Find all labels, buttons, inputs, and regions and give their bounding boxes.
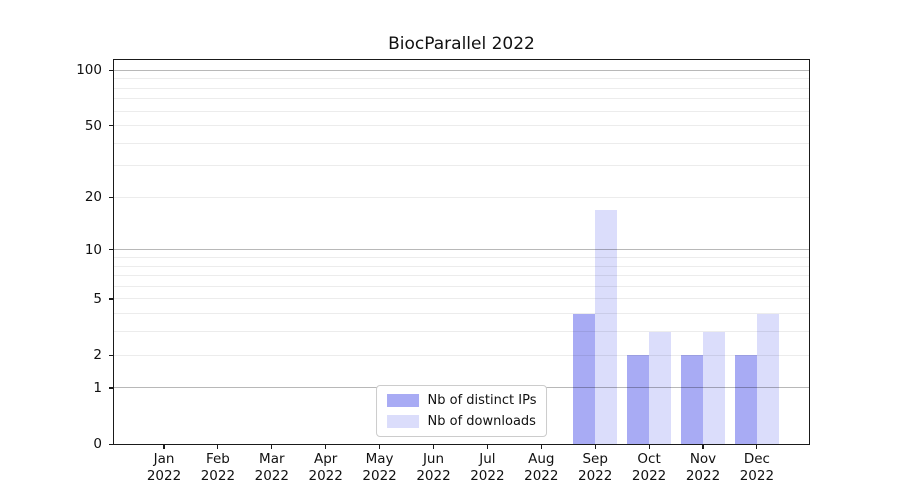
legend-item-downloads: Nb of downloads [386,414,537,429]
x-ticklabel-sep: Sep 2022 [563,451,627,484]
x-ticklabel-feb: Feb 2022 [186,451,250,484]
x-tickmark-apr [325,444,327,449]
x-ticklabel-dec: Dec 2022 [725,451,789,484]
bar-ips-oct [627,355,650,444]
x-ticklabel-month: Feb [205,451,230,467]
x-tickmark-mar [271,444,273,449]
x-ticklabel-month: Sep [582,451,608,467]
x-ticklabel-oct: Oct 2022 [617,451,681,484]
y-tickmark-10 [109,249,114,251]
x-ticklabel-month: Jan [153,451,175,467]
x-ticklabel-year: 2022 [308,467,343,484]
bar-downloads-sep [595,209,618,444]
x-ticklabel-month: Oct [637,451,661,467]
x-tickmark-jun [432,444,435,449]
bars-layer [114,60,809,444]
x-ticklabel-jul: Jul 2022 [455,451,519,484]
legend-swatch-downloads [386,415,419,428]
y-tickmark-20 [109,196,114,199]
y-ticklabel-1: 1 [93,379,102,396]
bar-ips-sep [573,313,596,444]
bar-downloads-nov [703,331,725,444]
x-tickmark-may [379,444,381,449]
y-ticklabel-5: 5 [93,290,102,307]
x-ticklabel-month: Aug [528,451,555,467]
x-tickmark-jul [486,444,488,449]
bar-ips-dec [734,355,757,444]
x-ticklabel-year: 2022 [146,467,182,484]
x-tickmark-jan [163,444,165,449]
x-tickmark-feb [217,444,219,449]
x-ticklabel-month: Jun [422,451,445,467]
x-ticklabel-year: 2022 [254,467,289,484]
x-ticklabel-mar: Mar 2022 [240,451,304,484]
y-tickmark-5 [109,298,114,300]
bar-downloads-dec [756,313,779,444]
x-ticklabel-year: 2022 [685,467,721,484]
y-ticklabel-10: 10 [84,241,102,258]
x-ticklabel-year: 2022 [362,467,397,484]
x-ticklabel-month: Apr [314,451,338,467]
x-ticklabel-aug: Aug 2022 [509,451,573,484]
legend: Nb of distinct IPs Nb of downloads [375,385,548,437]
y-tickmark-0 [109,443,114,445]
x-tickmark-nov [702,444,704,449]
y-ticklabel-50: 50 [84,117,102,134]
chart-title: BiocParallel 2022 [388,34,535,54]
x-ticklabel-may: May 2022 [348,451,412,484]
x-ticklabel-year: 2022 [416,467,451,484]
x-axis: Jan 2022 Feb 2022 Mar 2022 Apr 2022 May 2022 Jun 20… [114,444,809,494]
x-ticklabel-year: 2022 [631,467,667,484]
y-tickmark-50 [109,125,114,127]
y-tickmark-100 [109,69,114,71]
legend-swatch-distinct-ips [386,394,419,407]
x-ticklabel-year: 2022 [739,467,775,484]
y-ticklabel-2: 2 [93,347,102,363]
y-ticklabel-0: 0 [93,436,102,452]
x-ticklabel-month: Nov [689,451,717,467]
x-ticklabel-nov: Nov 2022 [671,451,735,484]
x-tickmark-oct [648,444,650,449]
legend-item-distinct-ips: Nb of distinct IPs [386,393,537,408]
x-ticklabel-year: 2022 [470,467,505,484]
x-ticklabel-month: Mar [259,451,285,467]
y-tickmark-1 [109,387,114,389]
y-ticklabel-20: 20 [84,189,102,206]
legend-label-distinct-ips: Nb of distinct IPs [427,393,537,408]
x-ticklabel-jan: Jan 2022 [132,451,196,484]
y-axis: 0 1 2 5 10 20 50 100 [0,60,114,452]
x-ticklabel-year: 2022 [578,467,613,484]
x-ticklabel-month: May [365,451,394,467]
x-ticklabel-apr: Apr 2022 [294,451,358,484]
x-tickmark-sep [594,444,596,449]
x-ticklabel-year: 2022 [524,467,559,484]
legend-label-downloads: Nb of downloads [427,414,536,429]
x-ticklabel-month: Jul [479,451,496,467]
bar-downloads-oct [649,331,672,444]
x-ticklabel-jun: Jun 2022 [402,451,466,484]
y-ticklabel-100: 100 [76,62,102,79]
y-tickmark-2 [109,354,114,356]
x-tickmark-aug [540,444,542,449]
bar-ips-nov [681,355,703,444]
plot-area: Nb of distinct IPs Nb of downloads [113,59,810,445]
x-ticklabel-month: Dec [743,451,770,467]
x-ticklabel-year: 2022 [200,467,236,484]
x-tickmark-dec [756,444,758,449]
